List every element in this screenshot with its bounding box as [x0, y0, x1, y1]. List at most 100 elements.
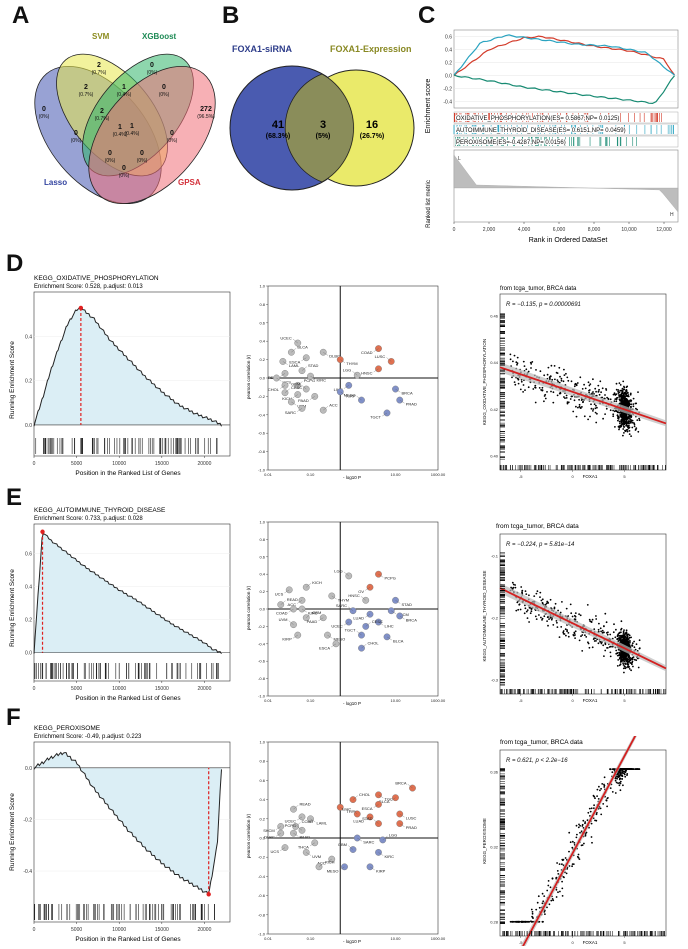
scatter-point — [627, 416, 630, 418]
gsea-ytick-label: 0.2 — [25, 618, 32, 624]
scatter-point — [547, 366, 550, 369]
scatter-point — [587, 811, 590, 814]
volcano-point-label: UCEC — [285, 818, 296, 823]
scatter-point — [630, 669, 632, 672]
scatter-point — [630, 435, 632, 437]
scatter-point — [538, 906, 541, 909]
volcano-leader-line — [292, 338, 298, 344]
volcano-point-label: UVM — [279, 617, 288, 622]
volcano-leader-line — [352, 809, 358, 815]
volcano-point — [375, 791, 382, 799]
scatter-point — [533, 595, 536, 597]
venn-region-pct: (0%) — [147, 70, 158, 76]
volcano-ytick-label: -0.6 — [258, 893, 266, 898]
scatter-point — [541, 617, 544, 620]
scatter-point — [552, 401, 555, 404]
scatter-point — [619, 663, 622, 666]
scatter-point — [606, 647, 609, 649]
scatter-ytick-label: 0.44 — [490, 360, 499, 365]
scatter-point — [605, 621, 608, 624]
gsea-peak-point — [78, 305, 84, 311]
scatter-point — [517, 920, 520, 923]
scatter-point — [618, 651, 621, 654]
c-ytick-label: 0.0 — [445, 74, 452, 80]
e-sc-ylabel: KEGG_AUTOIMMUNE_THYROID_DISEASE — [482, 571, 487, 662]
scatter-point — [590, 407, 593, 410]
scatter-point — [547, 884, 550, 887]
volcano-point-label: LUSC — [375, 354, 386, 359]
scatter-point — [611, 771, 614, 774]
scatter-point — [544, 603, 547, 606]
scatter-point — [626, 636, 629, 638]
volcano-point-label: KIRP — [346, 393, 356, 398]
scatter-point — [535, 908, 538, 911]
scatter-point — [585, 831, 588, 834]
d-ylabel: Running Enrichment Score — [9, 341, 16, 419]
scatter-point — [594, 819, 596, 822]
volcano-leader-line — [306, 583, 312, 588]
scatter-point — [588, 391, 590, 394]
scatter-point — [567, 379, 570, 382]
volcano-leader-line — [310, 376, 316, 380]
scatter-point — [566, 402, 569, 405]
volcano-point-label: MESO — [334, 637, 346, 642]
scatter-point — [632, 665, 634, 668]
scatter-point — [525, 593, 528, 595]
volcano-point-label: SARC — [285, 410, 296, 415]
scatter-point — [527, 386, 530, 389]
volcano-point-label: ESCA — [319, 645, 330, 650]
scatter-point — [593, 804, 595, 807]
volcano-xtick-label: 1000.00 — [431, 698, 446, 703]
scatter-point — [591, 841, 593, 844]
c-ytick-label: 0.6 — [445, 35, 452, 41]
c-series-line — [453, 35, 675, 76]
scatter-point — [557, 891, 559, 894]
volcano-ytick-label: 0.0 — [259, 376, 265, 381]
scatter-point — [561, 601, 563, 603]
volcano-point — [298, 596, 306, 604]
scatter-point — [625, 655, 628, 658]
volcano-leader-line — [399, 615, 405, 620]
scatter-point — [539, 596, 541, 598]
scatter-point — [630, 399, 633, 402]
scatter-point — [611, 645, 613, 648]
scatter-point — [624, 397, 626, 399]
volcano-point — [375, 618, 382, 626]
scatter-confidence-band — [500, 362, 666, 427]
scatter-point — [595, 640, 597, 642]
c-xtick-label: 6,000 — [553, 227, 566, 233]
scatter-point — [629, 415, 632, 418]
e-subtitle: Enrichment Score: 0.733, p.adjust: 0.028 — [34, 516, 143, 522]
scatter-point — [619, 654, 622, 657]
scatter-point — [624, 768, 626, 770]
volcano-ytick-label: 0.6 — [259, 778, 265, 783]
scatter-point — [540, 389, 542, 391]
scatter-point — [559, 611, 562, 614]
volcano-point-label: BLCA — [379, 799, 390, 804]
scatter-point — [621, 391, 623, 394]
scatter-point — [595, 421, 598, 424]
scatter-point — [530, 920, 532, 923]
gsea-xtick-label: 5000 — [71, 461, 82, 467]
volcano-point — [392, 385, 399, 393]
scatter-point — [573, 631, 576, 634]
scatter-point — [619, 771, 622, 774]
panel-letter-e: E — [6, 484, 23, 511]
scatter-point — [588, 807, 591, 810]
scatter-point — [620, 658, 623, 661]
d-sc-xlabel: FOXA1 — [583, 474, 598, 479]
scatter-point — [520, 380, 523, 383]
scatter-point — [609, 633, 612, 636]
scatter-point — [569, 841, 572, 844]
scatter-point — [622, 630, 625, 633]
volcano-point-label: TGCT — [370, 414, 381, 419]
scatter-point — [547, 880, 550, 882]
volcano-point-label: LUAD — [353, 616, 364, 621]
scatter-point — [606, 396, 608, 399]
volcano-point — [281, 389, 289, 397]
scatter-stat-label: R = −0.224, p = 5.81e−14 — [506, 542, 575, 548]
scatter-point — [521, 589, 524, 592]
scatter-point — [577, 856, 580, 859]
scatter-point — [531, 912, 534, 915]
scatter-point — [624, 400, 627, 403]
